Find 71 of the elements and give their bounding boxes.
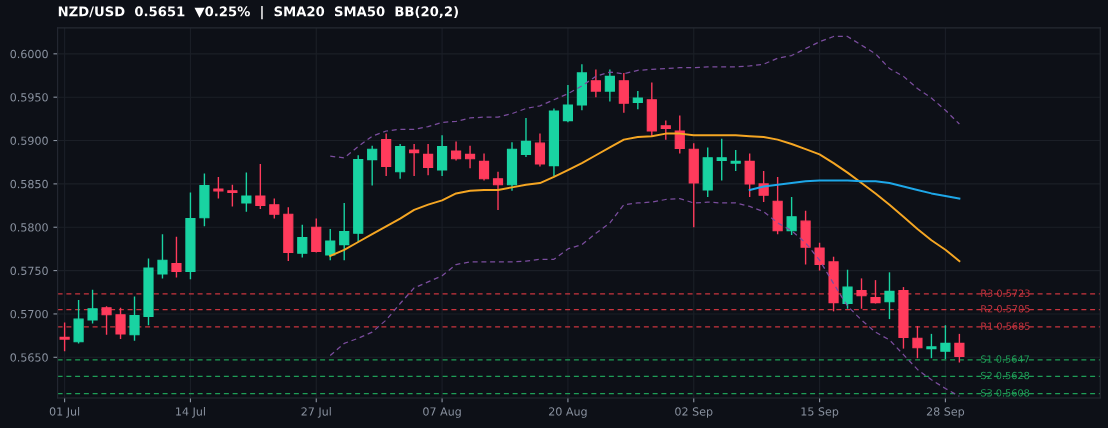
candlestick [926, 333, 937, 359]
candlestick [59, 321, 70, 352]
y-tick-label: 0.5650 [10, 353, 48, 362]
candlestick [367, 145, 378, 187]
candlestick [213, 176, 224, 200]
candlestick [744, 152, 755, 198]
candlestick [423, 143, 434, 176]
candlestick [339, 202, 350, 261]
candlestick [520, 117, 532, 158]
x-tick-label: 01 Jul [49, 407, 80, 418]
y-tick-label: 0.5900 [10, 136, 48, 145]
ref-line-label: S1 0.5647 [981, 355, 1029, 363]
ref-line-label: R1 0.5685 [981, 322, 1030, 330]
candlestick [409, 143, 420, 177]
x-tick-label: 20 Aug [549, 407, 587, 418]
candlestick [870, 279, 881, 305]
candlestick [436, 134, 448, 177]
x-tick-label: 27 Jul [301, 407, 331, 418]
candlestick [297, 223, 308, 259]
line-series [748, 179, 961, 200]
ref-line-label: R3 0.5723 [981, 289, 1030, 297]
candlestick [129, 295, 140, 342]
candlestick [171, 236, 182, 279]
candlestick [534, 132, 546, 168]
candlestick [632, 90, 643, 111]
candlestick [269, 197, 280, 220]
line-series [329, 35, 961, 159]
candlestick [618, 72, 629, 114]
candlestick [464, 145, 476, 169]
candlestick [940, 324, 951, 360]
candlestick [912, 325, 923, 359]
candlestick [842, 269, 853, 310]
y-tick-label: 0.5700 [10, 309, 48, 319]
x-tick-label: 07 Aug [423, 407, 461, 418]
chart-title: NZD/USD 0.5651 ▼0.25% | SMA20 SMA50 BB(20,2) [58, 6, 458, 20]
candlestick [954, 333, 965, 364]
ref-line-label: R2 0.5705 [981, 305, 1030, 313]
y-tick-label: 0.5750 [10, 266, 48, 275]
candlestick [227, 184, 238, 208]
x-tick-label: 14 Jul [176, 407, 205, 418]
candlestick [73, 299, 84, 345]
candlestick [884, 271, 895, 320]
candlestick [101, 305, 112, 336]
candlestick [590, 68, 601, 98]
candlestick [450, 140, 462, 162]
y-tick-label: 0.5950 [10, 93, 48, 102]
y-tick-label: 0.5850 [10, 179, 48, 189]
y-tick-label: 0.5800 [10, 223, 48, 232]
candlestick [255, 163, 266, 210]
candlestick [730, 149, 741, 172]
x-tick-label: 02 Sep [675, 407, 713, 418]
candlestick [562, 84, 574, 124]
candlestick [660, 119, 671, 141]
candlestick [157, 233, 168, 280]
candlestick [241, 171, 252, 213]
candlestick [115, 307, 126, 340]
ref-line-label: S3 0.5608 [981, 389, 1030, 397]
candlestick [87, 288, 98, 325]
x-tick-label: 15 Sep [801, 407, 839, 418]
candlestick [716, 138, 727, 182]
candlestick [674, 114, 685, 155]
candlestick [492, 171, 504, 211]
y-tick-label: 0.6000 [10, 49, 48, 59]
candlestick [604, 68, 615, 103]
x-tick-label: 28 Sep [926, 407, 965, 418]
candlestick [478, 152, 490, 182]
ref-line-label: S2 0.5628 [981, 371, 1030, 380]
candlestick [814, 242, 825, 272]
candlestick [856, 277, 867, 310]
candlestick [786, 196, 797, 236]
candlestick [325, 228, 336, 261]
